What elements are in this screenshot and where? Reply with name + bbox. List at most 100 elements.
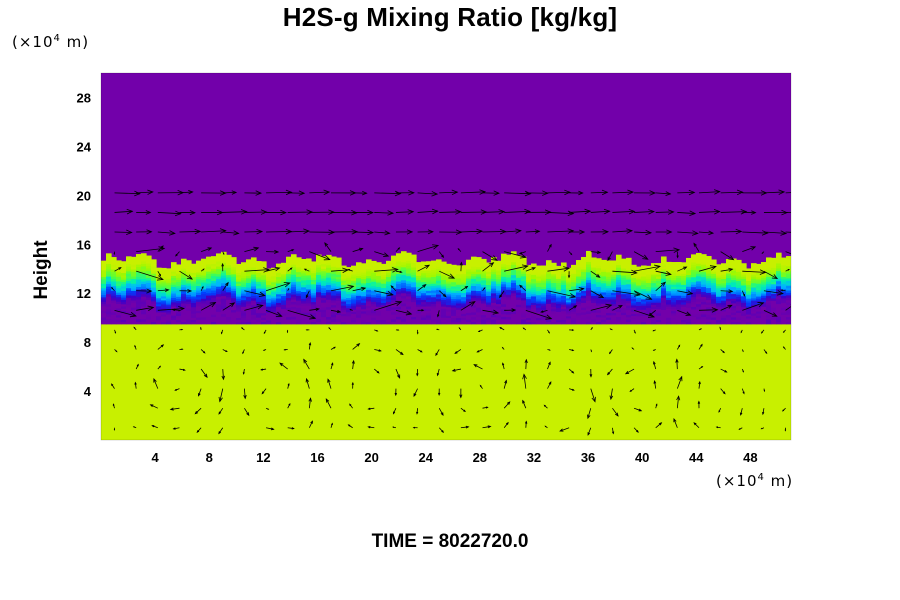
- velocity-arrow: [633, 251, 649, 260]
- velocity-arrow: [197, 388, 202, 397]
- velocity-arrow: [763, 189, 786, 195]
- velocity-arrow: [720, 304, 733, 311]
- velocity-arrow: [590, 229, 610, 235]
- velocity-arrow: [136, 210, 152, 215]
- velocity-arrow: [590, 189, 609, 196]
- velocity-arrow: [612, 189, 635, 195]
- velocity-arrow: [763, 270, 779, 280]
- velocity-arrow: [761, 251, 765, 255]
- velocity-arrow: [547, 189, 571, 196]
- velocity-arrow: [611, 427, 615, 435]
- velocity-arrow: [169, 407, 180, 411]
- velocity-arrow: [720, 349, 725, 354]
- velocity-arrow: [612, 290, 641, 297]
- velocity-arrow: [698, 265, 717, 272]
- velocity-arrow: [287, 382, 290, 389]
- velocity-arrow: [218, 427, 224, 435]
- velocity-arrow: [349, 403, 353, 409]
- x-tick-label: 32: [527, 450, 541, 465]
- velocity-arrow: [590, 303, 613, 311]
- velocity-arrow: [612, 208, 636, 215]
- velocity-arrow: [569, 229, 586, 235]
- velocity-arrow: [244, 290, 266, 297]
- velocity-arrow: [308, 397, 312, 409]
- velocity-arrow: [697, 400, 701, 409]
- velocity-arrow: [390, 285, 397, 292]
- velocity-arrow: [136, 189, 154, 195]
- velocity-arrow: [135, 363, 139, 370]
- velocity-arrow: [244, 190, 263, 196]
- velocity-arrow: [309, 189, 331, 195]
- velocity-arrow: [309, 251, 331, 261]
- velocity-arrow: [392, 408, 397, 415]
- velocity-arrow: [503, 379, 508, 389]
- velocity-arrow: [286, 329, 289, 334]
- velocity-arrow: [242, 368, 245, 375]
- velocity-arrow: [569, 329, 575, 331]
- velocity-arrow: [482, 228, 507, 235]
- velocity-arrow: [305, 329, 310, 331]
- velocity-arrow: [740, 329, 743, 334]
- velocity-arrow: [760, 427, 765, 430]
- velocity-arrow: [244, 267, 270, 273]
- velocity-arrow: [395, 209, 415, 215]
- velocity-arrow: [633, 264, 661, 272]
- velocity-arrow: [242, 349, 245, 355]
- velocity-arrow: [351, 381, 354, 389]
- velocity-arrow: [451, 368, 461, 372]
- velocity-arrow: [720, 368, 728, 373]
- velocity-arrow: [222, 251, 225, 256]
- velocity-arrow: [482, 406, 489, 409]
- velocity-arrow: [501, 346, 505, 350]
- velocity-arrow: [287, 249, 295, 252]
- velocity-arrow: [352, 190, 368, 196]
- velocity-arrow: [287, 190, 306, 196]
- velocity-arrow: [504, 228, 522, 234]
- velocity-arrow: [394, 388, 398, 397]
- velocity-arrow: [609, 328, 613, 331]
- velocity-arrow: [525, 209, 552, 215]
- velocity-arrow: [547, 349, 551, 351]
- velocity-arrow: [439, 270, 456, 279]
- velocity-arrow: [460, 301, 476, 311]
- time-label: TIME = 8022720.0: [371, 531, 529, 552]
- velocity-arrow: [540, 309, 548, 313]
- velocity-arrow: [352, 247, 364, 252]
- velocity-arrow: [392, 426, 397, 429]
- velocity-arrow: [179, 368, 186, 371]
- x-tick-label: 24: [418, 450, 433, 465]
- x-tick-label: 48: [743, 450, 757, 465]
- y-tick-label: 4: [84, 384, 92, 399]
- velocity-arrow: [547, 243, 552, 252]
- x-axis-unit: (×104 m): [716, 472, 794, 490]
- velocity-arrow: [352, 209, 374, 216]
- x-tick-label: 36: [581, 450, 595, 465]
- velocity-arrow: [503, 421, 509, 429]
- velocity-arrow: [629, 388, 635, 393]
- velocity-arrow: [568, 388, 575, 391]
- velocity-arrow: [785, 211, 791, 213]
- velocity-arrow: [416, 369, 419, 377]
- velocity-arrow: [634, 190, 657, 196]
- velocity-arrow: [266, 249, 280, 254]
- velocity-arrow: [266, 209, 287, 216]
- velocity-arrow: [439, 189, 459, 196]
- velocity-arrow: [265, 266, 281, 272]
- velocity-arrow: [157, 270, 162, 277]
- velocity-arrow: [587, 408, 592, 420]
- velocity-arrow: [720, 388, 726, 395]
- velocity-arrow: [222, 302, 236, 311]
- velocity-arrow: [179, 348, 184, 351]
- velocity-arrow: [287, 309, 317, 320]
- velocity-arrow: [677, 189, 696, 196]
- velocity-arrow: [693, 422, 700, 429]
- velocity-arrow: [648, 310, 656, 317]
- velocity-arrow: [347, 269, 353, 272]
- velocity-arrow: [222, 190, 238, 195]
- velocity-arrow: [524, 358, 528, 370]
- velocity-arrow: [677, 266, 688, 272]
- velocity-arrow: [260, 368, 267, 371]
- velocity-arrow: [395, 329, 400, 331]
- x-tick-label: 40: [635, 450, 649, 465]
